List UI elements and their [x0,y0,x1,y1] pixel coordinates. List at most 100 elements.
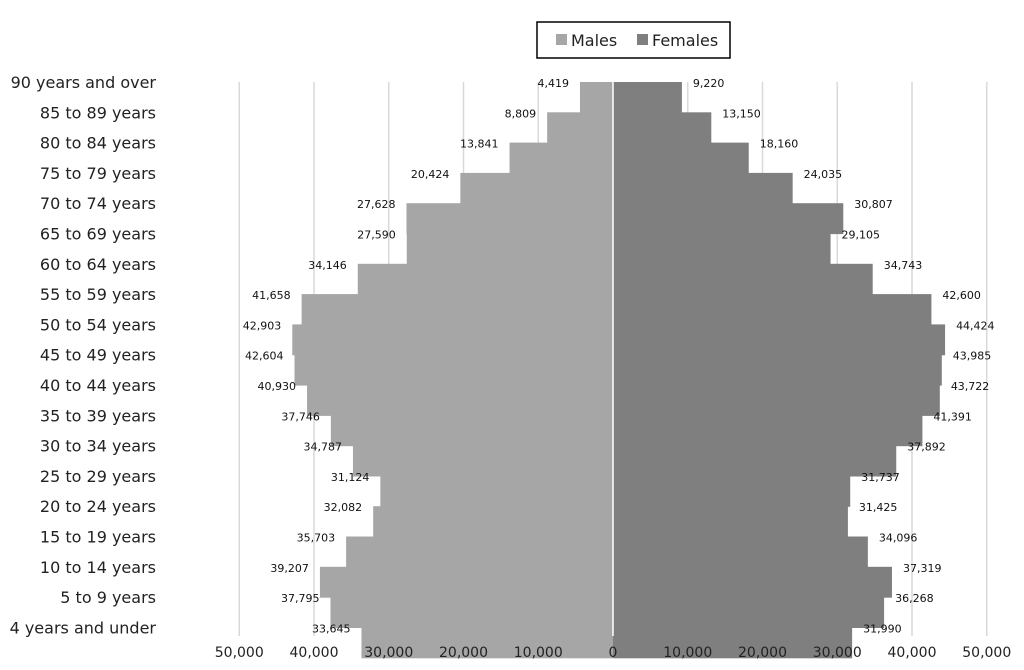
category-label: 90 years and over [11,73,157,92]
bar-males [319,566,613,598]
data-label-females: 13,150 [722,107,761,120]
bar-females [613,203,844,235]
bar-females [613,415,923,447]
data-label-females: 24,035 [804,168,843,181]
data-label-females: 9,220 [693,77,725,90]
data-label-males: 42,604 [245,350,284,363]
x-tick-label: 0 [609,645,618,661]
x-tick-label: 20,000 [439,645,488,661]
data-label-males: 35,703 [297,532,336,545]
data-label-males: 40,930 [258,380,297,393]
x-tick-label: 30,000 [813,645,862,661]
category-label: 75 to 79 years [40,164,156,183]
bar-males [346,536,613,568]
bar-males [307,385,613,416]
bar-females [613,263,873,295]
bar-males [292,324,613,356]
bar-females [613,506,848,538]
bar-females [613,536,868,568]
legend-label-females: Females [652,31,718,50]
bar-males [330,597,613,628]
data-label-females: 37,892 [907,441,946,454]
data-label-females: 31,425 [859,501,898,514]
data-label-males: 33,645 [312,622,351,635]
data-label-males: 4,419 [537,77,569,90]
data-label-males: 34,787 [303,441,342,454]
data-label-males: 27,628 [357,198,396,211]
bar-females [613,294,932,325]
x-tick-label: 30,000 [364,645,413,661]
bar-males [509,142,613,174]
data-label-males: 42,903 [243,319,282,332]
data-label-males: 27,590 [357,229,396,242]
category-label: 50 to 54 years [40,315,156,334]
data-label-females: 41,391 [933,410,972,423]
bar-males [547,112,613,144]
data-label-females: 34,096 [879,532,918,545]
legend-label-males: Males [571,31,617,50]
data-labels: 4,419 9,220 8,809 13,150 13,841 18,160 20,424 2… [243,77,995,635]
data-label-females: 44,424 [956,319,995,332]
bar-females [613,324,946,356]
x-tick-label: 20,000 [738,645,787,661]
data-label-females: 43,985 [953,350,992,363]
data-label-males: 39,207 [270,562,309,575]
data-label-males: 20,424 [411,168,450,181]
bar-females [613,475,851,507]
x-tick-label: 50,000 [962,645,1011,661]
category-label: 15 to 19 years [40,528,156,547]
data-label-males: 41,658 [252,289,291,302]
data-label-females: 31,737 [861,471,900,484]
data-label-females: 34,743 [884,259,923,272]
category-label: 65 to 69 years [40,225,156,244]
x-tick-label: 40,000 [888,645,937,661]
category-label: 10 to 14 years [40,558,156,577]
x-tick-label: 10,000 [663,645,712,661]
bar-females [613,82,682,113]
category-label: 70 to 74 years [40,194,156,213]
category-label: 80 to 84 years [40,134,156,153]
data-label-males: 37,746 [281,410,320,423]
category-label: 35 to 39 years [40,406,156,425]
bar-females [613,233,831,265]
bar-females [613,385,940,416]
bar-males [294,354,613,386]
data-label-males: 31,124 [331,471,370,484]
category-label: 25 to 29 years [40,467,156,486]
legend-box [536,21,731,59]
data-label-males: 13,841 [460,138,499,151]
bar-males [301,294,613,325]
category-label: 20 to 24 years [40,497,156,516]
category-label: 55 to 59 years [40,285,156,304]
bar-males [460,172,613,204]
data-label-males: 32,082 [324,501,363,514]
category-label: 60 to 64 years [40,255,156,274]
legend: Males Females [536,21,731,59]
bar-females [613,354,942,386]
bar-females [613,142,749,174]
bar-males [380,475,613,507]
category-label: 45 to 49 years [40,346,156,365]
bar-males [330,415,613,447]
data-label-females: 29,105 [842,229,881,242]
bar-males [406,233,613,265]
data-label-females: 43,722 [951,380,990,393]
bar-males [361,627,613,659]
bar-females [613,112,712,144]
category-label: 4 years and under [10,618,157,637]
data-label-males: 34,146 [308,259,347,272]
bar-females [613,445,897,477]
x-axis-tick-labels: 50,000 40,000 30,000 20,000 10,000 0 10,000 20,… [215,645,1012,661]
legend-swatch-males [556,34,567,45]
data-label-females: 42,600 [942,289,981,302]
bar-males [357,263,613,295]
category-label: 5 to 9 years [60,588,156,607]
legend-swatch-females [637,34,648,45]
bar-females [613,566,892,598]
category-labels: 90 years and over 85 to 89 years 80 to 84 … [10,73,157,637]
data-label-females: 30,807 [854,198,893,211]
category-label: 30 to 34 years [40,437,156,456]
category-label: 85 to 89 years [40,103,156,122]
bars [292,82,946,659]
